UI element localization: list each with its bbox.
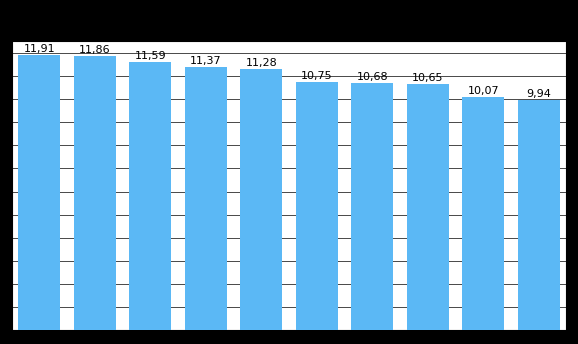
Text: 11,28: 11,28 — [246, 58, 277, 68]
Text: 11,37: 11,37 — [190, 56, 221, 66]
Text: 11,59: 11,59 — [135, 51, 166, 61]
Text: 10,65: 10,65 — [412, 73, 443, 83]
Bar — [407, 84, 449, 330]
Bar — [351, 83, 393, 330]
Text: 9,94: 9,94 — [526, 89, 551, 99]
Bar — [240, 69, 282, 330]
Bar — [185, 67, 227, 330]
Bar — [462, 97, 504, 330]
Text: 11,86: 11,86 — [79, 45, 110, 55]
Text: 10,07: 10,07 — [468, 86, 499, 96]
Bar — [129, 62, 171, 330]
Bar — [74, 56, 116, 330]
Text: 10,75: 10,75 — [301, 71, 332, 80]
Text: 11,91: 11,91 — [24, 44, 55, 54]
Text: 10,68: 10,68 — [357, 72, 388, 82]
Bar — [296, 82, 338, 330]
Bar — [518, 100, 560, 330]
Bar — [18, 55, 60, 330]
